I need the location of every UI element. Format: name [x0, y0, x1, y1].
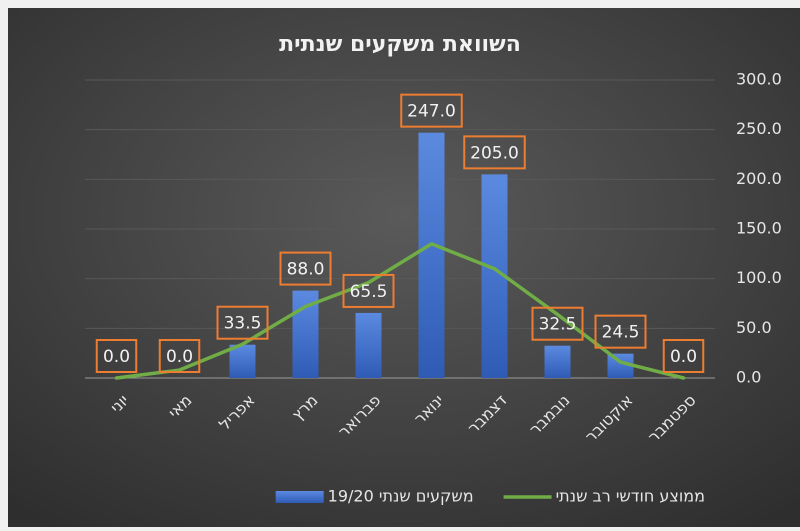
- data-label-box: [662, 339, 705, 373]
- y-tick-label: 200.0: [736, 169, 782, 188]
- bar: [418, 132, 445, 378]
- line: [114, 242, 686, 380]
- legend-label: ממוצע חודשי רב שנתי: [556, 487, 705, 506]
- data-label: 24.5: [602, 323, 640, 343]
- legend-swatch: [275, 491, 324, 503]
- chart-background: [8, 8, 800, 527]
- bar: [229, 344, 256, 378]
- y-tick-label: 300.0: [736, 70, 782, 89]
- data-label-box: [279, 251, 332, 286]
- data-label: 0.0: [670, 347, 697, 367]
- y-tick-label: 100.0: [736, 268, 782, 287]
- y-tick-label: 0.0: [736, 368, 761, 387]
- data-label-box: [342, 273, 395, 308]
- data-label: 0.0: [103, 347, 130, 367]
- data-label: 205.0: [470, 143, 519, 163]
- data-label: 0.0: [166, 347, 193, 367]
- y-tick-label: 150.0: [736, 219, 782, 238]
- bar: [544, 345, 571, 378]
- data-label-box: [216, 305, 269, 340]
- data-label-box: [531, 306, 584, 341]
- data-label-box: [95, 339, 138, 373]
- y-tick-label: 50.0: [736, 318, 772, 337]
- bar: [355, 312, 382, 378]
- data-label-box: [594, 314, 647, 349]
- data-label: 65.5: [350, 282, 388, 302]
- chart-title: השוואת משקעים שנתית: [279, 32, 521, 57]
- data-label: 33.5: [224, 314, 262, 334]
- data-label: 32.5: [539, 315, 577, 335]
- data-label-box: [400, 93, 463, 128]
- data-label-box: [463, 135, 526, 170]
- data-label-box: [158, 339, 201, 373]
- data-label: 88.0: [287, 260, 325, 280]
- data-label: 247.0: [407, 102, 456, 122]
- y-tick-label: 250.0: [736, 119, 782, 138]
- legend-label: משקעים שנתי 19/20: [328, 487, 474, 506]
